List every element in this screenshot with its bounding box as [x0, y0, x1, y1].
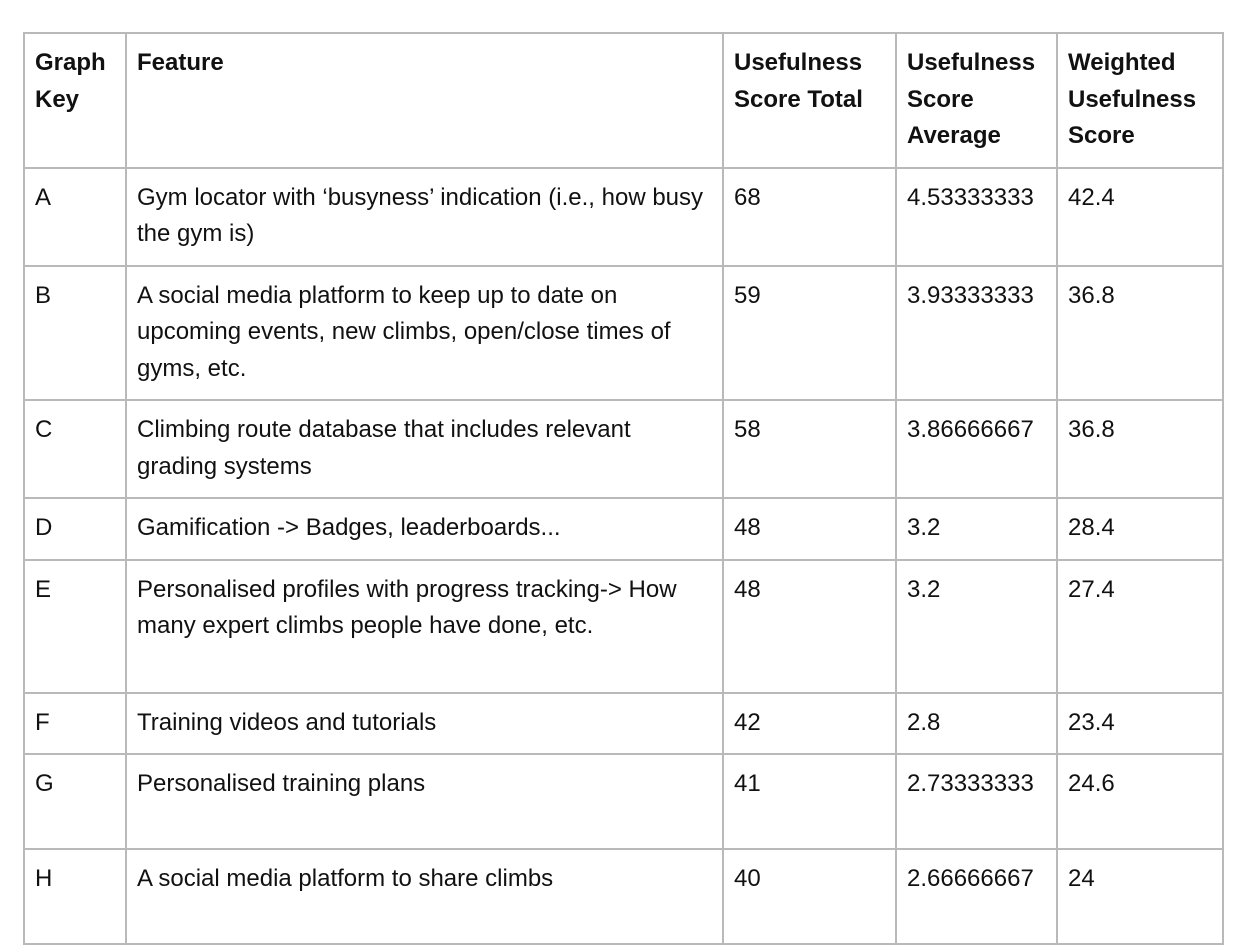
cell-usefulness-total: 58 [722, 399, 897, 499]
table-row: H A social media platform to share climb… [23, 848, 1224, 945]
header-weighted-usefulness: Weighted Usefulness Score [1056, 32, 1224, 169]
table-row: G Personalised training plans 41 2.73333… [23, 753, 1224, 850]
cell-weighted-usefulness: 42.4 [1056, 166, 1224, 267]
cell-graph-key: C [23, 399, 127, 499]
header-feature: Feature [125, 32, 724, 169]
cell-usefulness-total: 41 [722, 753, 897, 850]
cell-weighted-usefulness: 36.8 [1056, 399, 1224, 499]
cell-graph-key: E [23, 558, 127, 694]
cell-weighted-usefulness: 28.4 [1056, 497, 1224, 561]
cell-usefulness-total: 48 [722, 497, 897, 561]
table-row: E Personalised profiles with progress tr… [23, 558, 1224, 694]
cell-usefulness-total: 68 [722, 166, 897, 267]
cell-graph-key: F [23, 691, 127, 755]
table-row: B A social media platform to keep up to … [23, 264, 1224, 401]
cell-feature: Gamification -> Badges, leaderboards... [125, 497, 724, 561]
table-row: F Training videos and tutorials 42 2.8 2… [23, 691, 1224, 755]
cell-weighted-usefulness: 27.4 [1056, 558, 1224, 694]
usefulness-table: Graph Key Feature Usefulness Score Total… [23, 32, 1224, 945]
header-graph-key: Graph Key [23, 32, 127, 169]
cell-usefulness-average: 3.2 [895, 497, 1058, 561]
cell-feature: A social media platform to keep up to da… [125, 264, 724, 401]
cell-feature: Personalised training plans [125, 753, 724, 850]
table-row: D Gamification -> Badges, leaderboards..… [23, 497, 1224, 561]
cell-usefulness-average: 3.2 [895, 558, 1058, 694]
cell-weighted-usefulness: 24.6 [1056, 753, 1224, 850]
cell-feature: Personalised profiles with progress trac… [125, 558, 724, 694]
cell-graph-key: H [23, 848, 127, 945]
cell-usefulness-average: 2.66666667 [895, 848, 1058, 945]
cell-feature: A social media platform to share climbs [125, 848, 724, 945]
cell-usefulness-average: 3.86666667 [895, 399, 1058, 499]
cell-usefulness-total: 59 [722, 264, 897, 401]
cell-weighted-usefulness: 24 [1056, 848, 1224, 945]
cell-feature: Climbing route database that includes re… [125, 399, 724, 499]
cell-weighted-usefulness: 36.8 [1056, 264, 1224, 401]
cell-feature: Gym locator with ‘busyness’ indication (… [125, 166, 724, 267]
cell-graph-key: D [23, 497, 127, 561]
header-usefulness-average: Usefulness Score Average [895, 32, 1058, 169]
cell-usefulness-average: 2.8 [895, 691, 1058, 755]
cell-graph-key: G [23, 753, 127, 850]
cell-graph-key: A [23, 166, 127, 267]
cell-feature: Training videos and tutorials [125, 691, 724, 755]
cell-graph-key: B [23, 264, 127, 401]
table-header-row: Graph Key Feature Usefulness Score Total… [23, 32, 1224, 169]
cell-weighted-usefulness: 23.4 [1056, 691, 1224, 755]
cell-usefulness-average: 4.53333333 [895, 166, 1058, 267]
cell-usefulness-total: 48 [722, 558, 897, 694]
cell-usefulness-total: 42 [722, 691, 897, 755]
table-row: C Climbing route database that includes … [23, 399, 1224, 499]
cell-usefulness-average: 2.73333333 [895, 753, 1058, 850]
header-usefulness-total: Usefulness Score Total [722, 32, 897, 169]
table-row: A Gym locator with ‘busyness’ indication… [23, 166, 1224, 267]
cell-usefulness-average: 3.93333333 [895, 264, 1058, 401]
cell-usefulness-total: 40 [722, 848, 897, 945]
